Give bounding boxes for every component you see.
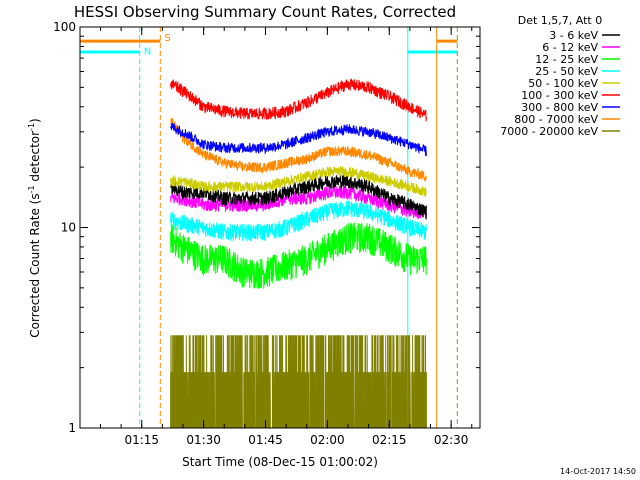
series-line-1 bbox=[170, 184, 427, 219]
x-tick-label-0: 01:15 bbox=[124, 433, 159, 447]
series-line-4 bbox=[170, 165, 427, 197]
y-axis-label-part1: Corrected Count Rate (s bbox=[28, 193, 42, 337]
x-tick-label-3: 02:00 bbox=[310, 433, 345, 447]
y-tick-label-0: 1 bbox=[68, 421, 76, 435]
x-tick-label-1: 01:30 bbox=[186, 433, 221, 447]
x-tick-label-4: 02:15 bbox=[372, 433, 407, 447]
y-axis-label-part2: detector bbox=[28, 131, 42, 186]
series-line-6 bbox=[170, 122, 427, 156]
timestamp: 14-Oct-2017 14:50 bbox=[560, 467, 636, 476]
legend-entry-label-8: 7000 - 20000 keV bbox=[500, 125, 598, 138]
y-axis-label-part3: ) bbox=[28, 118, 42, 123]
annotation-0: N bbox=[144, 46, 151, 57]
x-axis-label: Start Time (08-Dec-15 01:00:02) bbox=[182, 455, 378, 469]
legend-title: Det 1,5,7, Att 0 bbox=[518, 14, 602, 27]
series-line-8 bbox=[170, 335, 427, 429]
legend-entry-label-4: 50 - 100 keV bbox=[528, 77, 598, 90]
legend-entry-label-7: 800 - 7000 keV bbox=[514, 113, 598, 126]
chart-title: HESSI Observing Summary Count Rates, Cor… bbox=[74, 3, 456, 21]
x-tick-label-2: 01:45 bbox=[248, 433, 283, 447]
series-line-3 bbox=[170, 200, 427, 242]
y-axis-label-sup2: -1 bbox=[27, 123, 36, 131]
legend-entry-label-3: 25 - 50 keV bbox=[535, 65, 598, 78]
plot-area: NS bbox=[80, 27, 458, 429]
legend-entry-label-5: 100 - 300 keV bbox=[521, 89, 598, 102]
x-axis: 01:15 01:30 01:45 02:00 02:15 02:30 bbox=[99, 27, 473, 447]
legend-entry-label-6: 300 - 800 keV bbox=[521, 101, 598, 114]
legend-entry-label-2: 12 - 25 keV bbox=[535, 53, 598, 66]
series-line-5 bbox=[170, 78, 427, 122]
annotation-1: S bbox=[164, 33, 170, 44]
y-tick-label-1: 10 bbox=[61, 221, 76, 235]
legend-entry-label-0: 3 - 6 keV bbox=[549, 29, 598, 42]
series-line-7 bbox=[170, 117, 427, 183]
y-axis-label: Corrected Count Rate (s-1 detector-1) bbox=[27, 118, 42, 337]
y-tick-label-2: 100 bbox=[53, 20, 76, 34]
y-axis: 1 10 100 bbox=[53, 20, 480, 435]
legend-entry-label-1: 6 - 12 keV bbox=[542, 41, 598, 54]
series-line-2 bbox=[170, 222, 427, 290]
y-axis-label-sup1: -1 bbox=[27, 185, 36, 193]
x-tick-label-5: 02:30 bbox=[434, 433, 469, 447]
